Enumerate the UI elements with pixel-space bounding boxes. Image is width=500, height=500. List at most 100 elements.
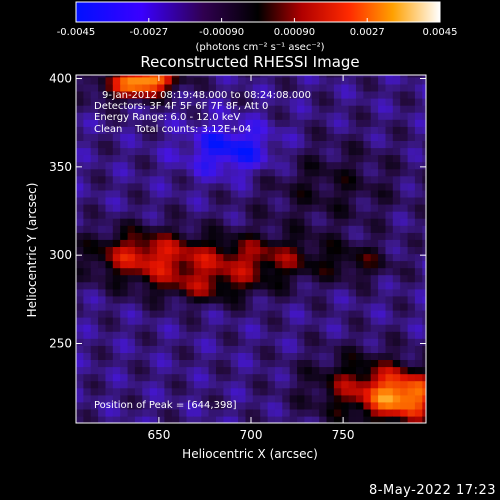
heatmap-cell bbox=[171, 401, 180, 410]
heatmap-cell bbox=[400, 75, 409, 78]
heatmap-cell bbox=[142, 387, 151, 396]
heatmap-cell bbox=[186, 352, 195, 360]
heatmap-cell bbox=[392, 288, 401, 297]
heatmap-cell bbox=[400, 401, 409, 410]
heatmap-cell bbox=[297, 119, 306, 127]
heatmap-cell bbox=[274, 75, 283, 78]
heatmap-cell bbox=[171, 154, 180, 163]
heatmap-cell bbox=[304, 218, 313, 226]
heatmap-cell bbox=[326, 126, 335, 134]
heatmap-cell bbox=[112, 154, 121, 163]
heatmap-cell bbox=[157, 168, 166, 177]
heatmap-cell bbox=[193, 112, 202, 120]
heatmap-cell bbox=[274, 366, 283, 375]
heatmap-cell bbox=[252, 168, 261, 177]
heatmap-cell bbox=[208, 373, 217, 382]
heatmap-cell bbox=[171, 239, 180, 247]
heatmap-cell bbox=[98, 75, 107, 78]
heatmap-cell bbox=[157, 161, 166, 170]
heatmap-cell bbox=[112, 394, 121, 403]
heatmap-cell bbox=[326, 246, 335, 255]
heatmap-cell bbox=[348, 196, 357, 205]
heatmap-cell bbox=[245, 373, 254, 382]
heatmap-cell bbox=[414, 232, 423, 240]
heatmap-cell bbox=[297, 253, 306, 262]
heatmap-cell bbox=[363, 204, 372, 212]
heatmap-cell bbox=[230, 182, 239, 191]
heatmap-cell bbox=[289, 175, 298, 184]
heatmap-cell bbox=[319, 302, 328, 311]
heatmap-cell bbox=[216, 211, 224, 219]
heatmap-cell bbox=[208, 211, 217, 219]
heatmap-cell bbox=[127, 415, 136, 423]
heatmap-cell bbox=[363, 253, 372, 262]
heatmap-cell bbox=[260, 267, 269, 276]
heatmap-cell bbox=[230, 246, 239, 255]
heatmap-cell bbox=[134, 182, 143, 191]
heatmap-cell bbox=[267, 352, 276, 360]
heatmap-cell bbox=[142, 366, 151, 375]
heatmap-cell bbox=[216, 112, 224, 120]
heatmap-cell bbox=[127, 246, 136, 255]
heatmap-cell bbox=[134, 288, 143, 297]
heatmap-cell bbox=[348, 76, 357, 85]
heatmap-cell bbox=[400, 394, 409, 403]
heatmap-cell bbox=[171, 274, 180, 283]
heatmap-cell bbox=[127, 98, 136, 106]
heatmap-cell bbox=[319, 189, 328, 198]
heatmap-cell bbox=[186, 225, 195, 233]
heatmap-cell bbox=[245, 401, 254, 410]
heatmap-cell bbox=[348, 309, 357, 318]
heatmap-cell bbox=[414, 408, 423, 417]
heatmap-cell bbox=[370, 196, 379, 205]
heatmap-cell bbox=[422, 373, 426, 382]
heatmap-cell bbox=[149, 338, 158, 346]
heatmap-cell bbox=[356, 338, 364, 346]
heatmap-cell bbox=[186, 246, 195, 255]
heatmap-cell bbox=[414, 317, 423, 325]
heatmap-cell bbox=[127, 352, 136, 360]
heatmap-cell bbox=[422, 90, 426, 99]
heatmap-cell bbox=[370, 105, 379, 113]
heatmap-cell bbox=[363, 352, 372, 360]
heatmap-cell bbox=[392, 345, 401, 353]
heatmap-cell bbox=[105, 288, 114, 297]
heatmap-cell bbox=[378, 112, 387, 120]
heatmap-cell bbox=[414, 295, 423, 304]
heatmap-cell bbox=[105, 345, 114, 353]
heatmap-cell bbox=[252, 98, 261, 106]
heatmap-cell bbox=[238, 415, 247, 423]
heatmap-cell bbox=[333, 267, 342, 276]
heatmap-cell bbox=[223, 76, 232, 85]
heatmap-cell bbox=[252, 288, 261, 297]
heatmap-cell bbox=[90, 246, 99, 255]
heatmap-cell bbox=[289, 302, 298, 311]
heatmap-cell bbox=[98, 380, 107, 389]
heatmap-cell bbox=[260, 112, 269, 120]
heatmap-cell bbox=[120, 225, 129, 233]
heatmap-cell bbox=[171, 309, 180, 318]
heatmap-cell bbox=[208, 154, 217, 163]
heatmap-cell bbox=[333, 394, 342, 403]
heatmap-cell bbox=[216, 196, 224, 205]
heatmap-cell bbox=[164, 302, 173, 311]
heatmap-cell bbox=[164, 218, 173, 226]
heatmap-cell bbox=[193, 401, 202, 410]
heatmap-cell bbox=[385, 189, 394, 198]
heatmap-cell bbox=[149, 387, 158, 396]
heatmap-cell bbox=[400, 324, 409, 332]
heatmap-cell bbox=[363, 189, 372, 198]
heatmap-cell bbox=[414, 366, 423, 375]
heatmap-cell bbox=[289, 267, 298, 276]
heatmap-cell bbox=[282, 260, 291, 269]
heatmap-cell bbox=[282, 98, 291, 106]
heatmap-cell bbox=[186, 76, 195, 85]
heatmap-cell bbox=[98, 295, 107, 304]
heatmap-cell bbox=[370, 239, 379, 247]
heatmap-cell bbox=[414, 98, 423, 106]
heatmap-cell bbox=[98, 182, 107, 191]
heatmap-cell bbox=[289, 415, 298, 423]
heatmap-cell bbox=[311, 281, 320, 290]
heatmap-cell bbox=[400, 239, 409, 247]
heatmap-cell bbox=[333, 105, 342, 113]
